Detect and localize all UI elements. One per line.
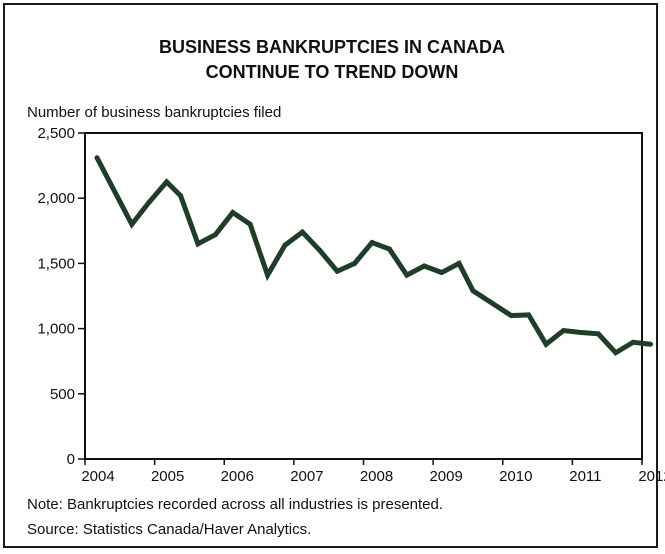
data-point [164, 179, 170, 185]
data-point [386, 246, 392, 252]
x-tick-label: 2007 [290, 468, 323, 485]
data-point [94, 155, 100, 161]
data-point [334, 268, 340, 274]
chart-frame [3, 3, 658, 548]
chart-title-line-1: BUSINESS BANKRUPTCIES IN CANADA [159, 37, 505, 57]
x-tick-label: 2004 [81, 468, 114, 485]
y-tick-label: 0 [67, 451, 75, 468]
data-point [595, 331, 601, 337]
y-tick-label: 1,500 [37, 255, 75, 272]
data-point [212, 232, 218, 238]
data-point [178, 193, 184, 199]
data-point [508, 313, 514, 319]
y-tick-label: 500 [50, 386, 75, 403]
x-tick-label: 2010 [499, 468, 532, 485]
y-tick-label: 2,500 [37, 125, 75, 142]
data-point [630, 339, 636, 345]
data-point [369, 240, 375, 246]
series-line-business-bankruptcies [94, 156, 651, 356]
data-point [352, 260, 358, 266]
x-tick-label: 2012 [638, 468, 665, 485]
series-points [94, 155, 654, 356]
data-point [282, 242, 288, 248]
data-point [195, 241, 201, 247]
x-tick-label: 2006 [221, 468, 254, 485]
data-point [265, 272, 271, 278]
data-point [526, 312, 532, 318]
y-tick-label: 1,000 [37, 321, 75, 338]
data-point [247, 221, 253, 227]
data-point [578, 330, 584, 336]
y-tick-label: 2,000 [37, 190, 75, 207]
source-text: Source: Statistics Canada/Haver Analytic… [27, 521, 311, 538]
data-point [404, 272, 410, 278]
chart-title-line-2: CONTINUE TO TREND DOWN [206, 62, 459, 82]
x-tick-label: 2009 [429, 468, 462, 485]
data-point [543, 341, 549, 347]
data-point [613, 350, 619, 356]
x-axis-ticks: 2004 2005 2006 2007 2008 2009 2010 2011 2012 [81, 459, 665, 485]
data-point [230, 210, 236, 216]
data-point [456, 260, 462, 266]
data-point [317, 247, 323, 253]
data-point [299, 229, 305, 235]
data-point [129, 221, 135, 227]
y-axis-label: Number of business bankruptcies filed [27, 104, 281, 121]
data-point [560, 328, 566, 334]
x-tick-label: 2005 [151, 468, 184, 485]
y-axis-ticks: 0 500 1,000 1,500 2,000 2,500 [37, 125, 85, 468]
note-text: Note: Bankruptcies recorded across all i… [27, 496, 443, 513]
plot-area [84, 132, 643, 460]
x-tick-label: 2008 [360, 468, 393, 485]
data-point [470, 288, 476, 294]
data-point [146, 199, 152, 205]
data-point [421, 263, 427, 269]
x-tick-label: 2011 [569, 468, 601, 485]
data-point [648, 341, 654, 347]
data-point [439, 270, 445, 276]
